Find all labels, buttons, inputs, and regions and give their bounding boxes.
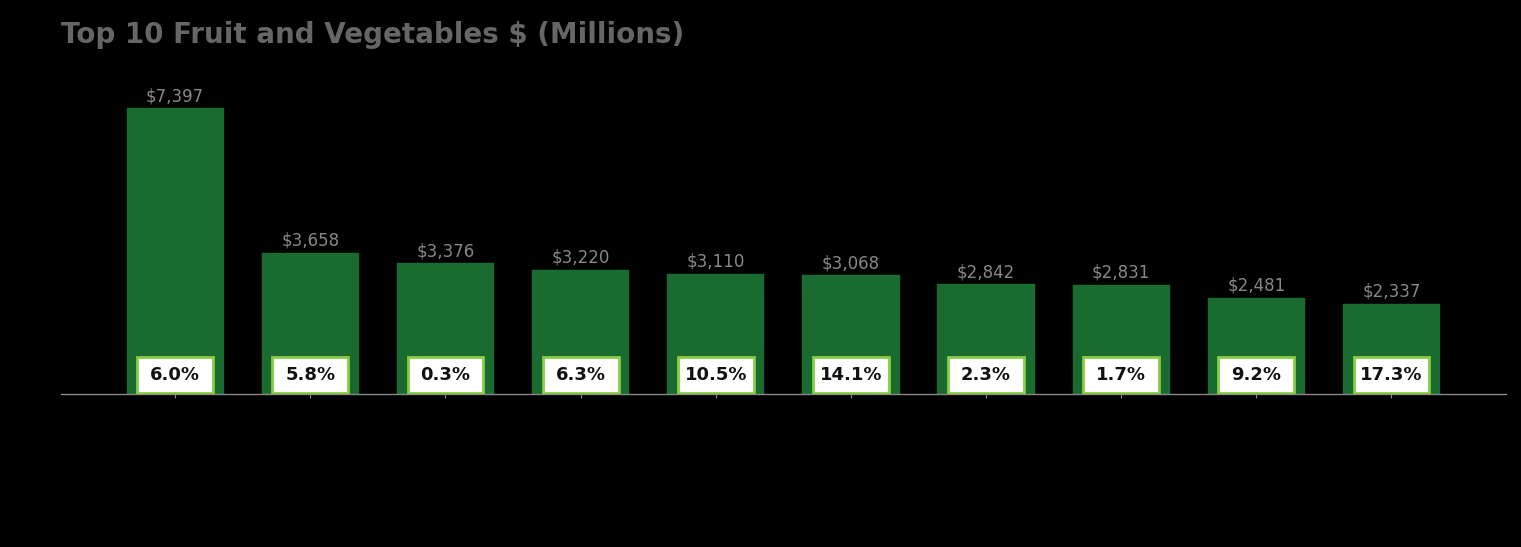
Text: 6.0%: 6.0% — [151, 365, 201, 383]
Text: $2,831: $2,831 — [1092, 264, 1150, 282]
FancyBboxPatch shape — [543, 357, 619, 393]
FancyBboxPatch shape — [948, 357, 1024, 393]
Text: 14.1%: 14.1% — [820, 365, 882, 383]
Bar — [937, 284, 1034, 394]
Bar — [532, 270, 630, 394]
Bar — [262, 253, 359, 394]
Text: $3,658: $3,658 — [281, 231, 339, 249]
FancyBboxPatch shape — [272, 357, 348, 393]
Bar — [1343, 304, 1440, 394]
Text: $3,220: $3,220 — [552, 248, 610, 266]
FancyBboxPatch shape — [812, 357, 888, 393]
FancyBboxPatch shape — [1218, 357, 1294, 393]
Bar — [1208, 298, 1305, 394]
Text: $2,337: $2,337 — [1363, 282, 1421, 300]
Text: 6.3%: 6.3% — [555, 365, 605, 383]
FancyBboxPatch shape — [408, 357, 484, 393]
Text: Top 10 Fruit and Vegetables $ (Millions): Top 10 Fruit and Vegetables $ (Millions) — [61, 21, 684, 49]
Text: 17.3%: 17.3% — [1360, 365, 1422, 383]
Bar — [1072, 284, 1170, 394]
FancyBboxPatch shape — [1083, 357, 1159, 393]
Text: 9.2%: 9.2% — [1232, 365, 1281, 383]
Text: 5.8%: 5.8% — [286, 365, 335, 383]
Bar — [802, 275, 899, 394]
Text: 0.3%: 0.3% — [420, 365, 470, 383]
FancyBboxPatch shape — [1354, 357, 1430, 393]
Text: $3,110: $3,110 — [686, 253, 745, 271]
Bar — [668, 274, 765, 394]
FancyBboxPatch shape — [678, 357, 754, 393]
Text: 2.3%: 2.3% — [961, 365, 1011, 383]
Text: $3,068: $3,068 — [821, 254, 881, 272]
Text: $3,376: $3,376 — [417, 242, 475, 260]
Text: 1.7%: 1.7% — [1097, 365, 1147, 383]
Bar — [397, 264, 494, 394]
Text: $2,481: $2,481 — [1227, 277, 1285, 295]
Bar — [126, 108, 224, 394]
FancyBboxPatch shape — [137, 357, 213, 393]
Text: $7,397: $7,397 — [146, 87, 204, 105]
Text: 10.5%: 10.5% — [684, 365, 747, 383]
Text: $2,842: $2,842 — [957, 263, 1015, 281]
